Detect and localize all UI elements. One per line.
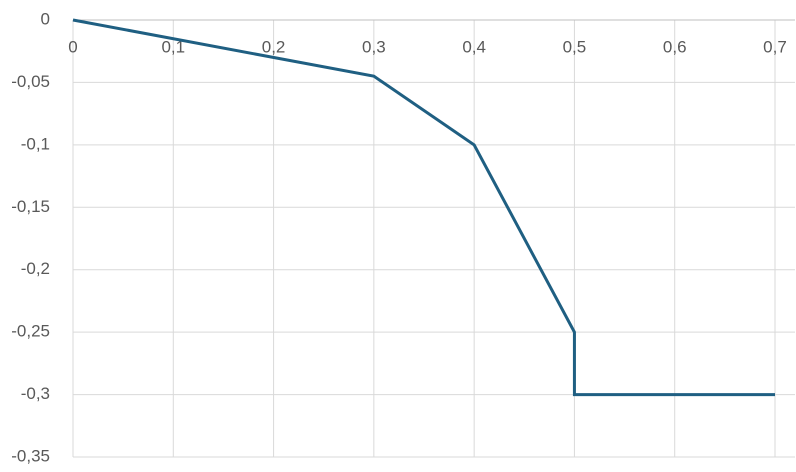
x-tick-label: 0,6 [663,37,687,56]
y-tick-label: -0,15 [11,197,50,216]
x-tick-label: 0,2 [262,37,286,56]
x-tick-label: 0,5 [563,37,587,56]
y-tick-label: -0,1 [21,134,50,153]
y-tick-label: -0,2 [21,259,50,278]
y-tick-label: -0,3 [21,384,50,403]
x-tick-label: 0,3 [362,37,386,56]
x-tick-label: 0,7 [763,37,787,56]
data-line [72,18,775,397]
x-tick-label: 0,4 [462,37,486,56]
y-tick-label: -0,35 [11,446,50,465]
y-tick-label: -0,05 [11,72,50,91]
y-tick-label: 0 [41,9,50,28]
x-tick-label: 0,1 [161,37,185,56]
y-tick-label: -0,25 [11,322,50,341]
x-tick-label: 0 [68,37,77,56]
